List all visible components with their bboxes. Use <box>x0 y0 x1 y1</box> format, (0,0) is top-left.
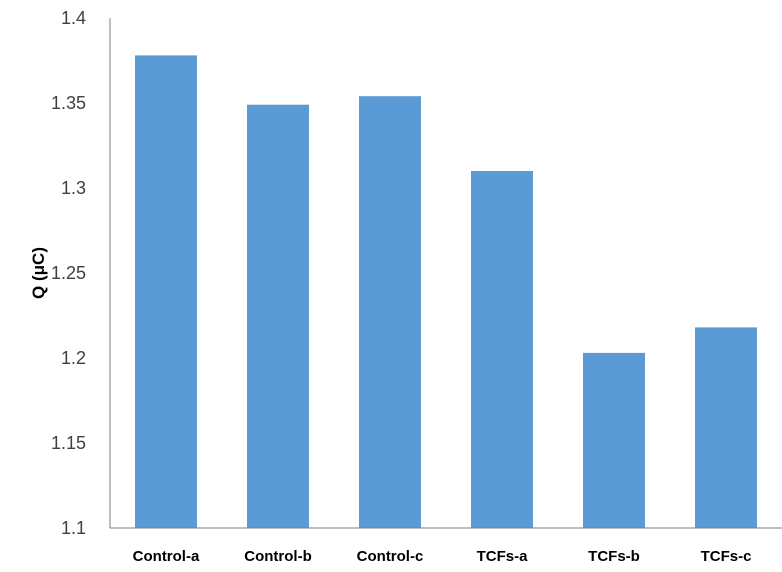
bar <box>359 96 421 528</box>
y-tick-label: 1.35 <box>51 93 86 113</box>
y-tick-label: 1.15 <box>51 433 86 453</box>
bar <box>471 171 533 528</box>
x-tick-label: Control-a <box>133 548 200 565</box>
x-tick-label: TCFs-b <box>588 548 640 565</box>
y-tick-label: 1.25 <box>51 263 86 283</box>
x-tick-label: Control-b <box>244 548 311 565</box>
bar <box>135 55 197 529</box>
y-tick-label: 1.2 <box>61 348 86 368</box>
y-axis-label: Q (μC) <box>29 247 48 299</box>
y-tick-label: 1.3 <box>61 178 86 198</box>
category-labels: Control-a Control-b Control-c TCFs-a TCFs-b T… <box>133 548 752 565</box>
bar <box>583 352 645 528</box>
bars <box>135 55 757 529</box>
y-tick-label: 1.4 <box>61 8 86 28</box>
bar <box>695 327 757 528</box>
x-tick-label: TCFs-a <box>477 548 528 565</box>
x-tick-label: Control-c <box>357 548 424 565</box>
y-tick-labels: 1.1 1.15 1.2 1.25 1.3 1.35 1.4 <box>51 8 86 538</box>
y-tick-label: 1.1 <box>61 518 86 538</box>
x-tick-label: TCFs-c <box>701 548 752 565</box>
bar <box>247 104 309 528</box>
